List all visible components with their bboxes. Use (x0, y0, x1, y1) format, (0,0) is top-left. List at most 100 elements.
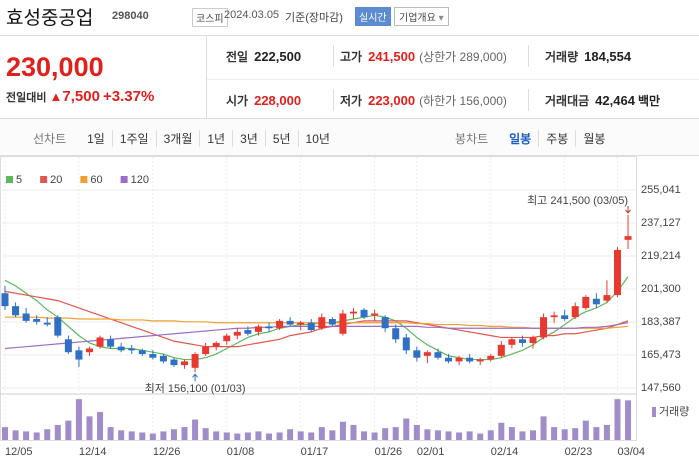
volume-bar (339, 421, 346, 440)
divider (528, 89, 529, 111)
up-arrow: ▲ (49, 89, 63, 104)
company-info-button[interactable]: 기업개요 (394, 7, 449, 26)
candle-body (371, 313, 379, 316)
candle-body (487, 355, 495, 360)
candle-body (307, 322, 315, 331)
candle-body (339, 313, 347, 334)
candle-body (276, 320, 284, 329)
candle-body (392, 328, 400, 340)
annotation-arrow (192, 373, 198, 382)
candle-body (75, 350, 83, 360)
candle-body (22, 313, 30, 321)
candle-body (402, 337, 410, 351)
candle-body (550, 315, 558, 318)
candle-body (191, 354, 199, 368)
volume-bar (12, 430, 19, 440)
period-tab[interactable]: 5년 (264, 130, 298, 147)
quote-value: 222,500 (254, 49, 302, 64)
candle-tab[interactable]: 월봉 (575, 130, 612, 147)
candle-body (43, 322, 51, 325)
candle-body (64, 339, 72, 353)
candle-body (360, 309, 368, 318)
candle-body (202, 346, 210, 355)
volume-bar (508, 427, 515, 440)
volume-bar (23, 431, 30, 440)
quote-value: 241,500 (368, 49, 416, 64)
volume-bar (403, 418, 410, 440)
candle-body (561, 315, 569, 320)
candle-body (159, 355, 167, 362)
candle-tab[interactable]: 일봉 (509, 132, 532, 146)
volume-bar (202, 428, 209, 440)
candle-body (613, 249, 621, 296)
candle-tab[interactable]: 주봉 (538, 130, 575, 147)
volume-bar (382, 428, 389, 440)
period-tab[interactable]: 10년 (297, 130, 337, 147)
candle-body (181, 361, 189, 366)
low-annotation: 최저 156,100 (01/03) (145, 382, 246, 395)
candle-body (286, 320, 294, 325)
legend-swatch (40, 176, 48, 183)
ma-line (4, 276, 629, 361)
candle-body (466, 357, 474, 362)
candle-body (455, 357, 463, 362)
quote-label: 시가 (226, 94, 249, 108)
date: 2024.03.05 (224, 9, 280, 21)
market-badge: 코스피 (192, 8, 228, 27)
change: 7,500 (62, 88, 100, 105)
period-tab[interactable]: 1년 (199, 130, 232, 147)
candle-body (434, 352, 442, 358)
volume-bar (392, 427, 399, 440)
candle-body (582, 296, 590, 308)
legend-swatch (120, 176, 128, 183)
x-tick-label: 12/14 (79, 446, 107, 458)
volume-bar (456, 432, 463, 440)
volume-bar (255, 431, 262, 440)
candle-body (107, 339, 115, 347)
change-pct: +3.37% (103, 88, 155, 105)
period-tab[interactable]: 1주일 (111, 130, 156, 147)
volume-bar (244, 432, 251, 440)
volume-bar (139, 432, 146, 440)
volume-bar (297, 431, 304, 440)
candle-body (508, 339, 516, 345)
period-tab[interactable]: 1일 (87, 132, 105, 146)
volume-bar (350, 424, 357, 440)
candle-body (529, 337, 537, 343)
period-tabs: 선차트 1일 1주일 3개월 1년 3년 5년 10년 봉차트 일봉 주봉 월봉 (0, 118, 699, 156)
divider (206, 36, 207, 118)
candle-body (540, 317, 548, 338)
candle-body (128, 348, 136, 351)
volume-bar (551, 427, 558, 440)
candle-body (592, 298, 600, 305)
volume-bar (614, 399, 621, 440)
candle-body (1, 293, 9, 307)
change-row: 전일대비 ▲7,500 +3.37% (6, 88, 154, 105)
candle-body (318, 317, 326, 329)
volume-bar (118, 430, 125, 440)
divider (0, 35, 699, 36)
ma-line (4, 290, 629, 348)
volume-bar (170, 429, 177, 440)
candle-body (244, 330, 252, 334)
x-tick-label: 12/26 (153, 446, 181, 458)
quote-note: (상한가 289,000) (419, 50, 507, 64)
quote-label: 저가 (340, 94, 363, 108)
legend-label: 60 (90, 174, 102, 186)
change-label: 전일대비 (6, 92, 47, 104)
quote-label: 고가 (340, 50, 363, 64)
candle-body (624, 236, 632, 240)
period-tab[interactable]: 3년 (232, 130, 265, 147)
x-tick-label: 02/23 (565, 446, 593, 458)
period-tab[interactable]: 3개월 (155, 130, 200, 147)
divider (207, 79, 699, 80)
volume-bar (445, 431, 452, 440)
legend-swatch (80, 176, 88, 183)
quote-note: (하한가 156,000) (419, 94, 507, 108)
legend-swatch (6, 176, 13, 183)
realtime-button[interactable]: 실시간 (355, 7, 391, 26)
x-tick-label: 02/14 (491, 446, 519, 458)
volume-bar (329, 430, 336, 440)
candle-body (12, 306, 20, 316)
quote-cell: 시가 228,000 (226, 92, 301, 109)
